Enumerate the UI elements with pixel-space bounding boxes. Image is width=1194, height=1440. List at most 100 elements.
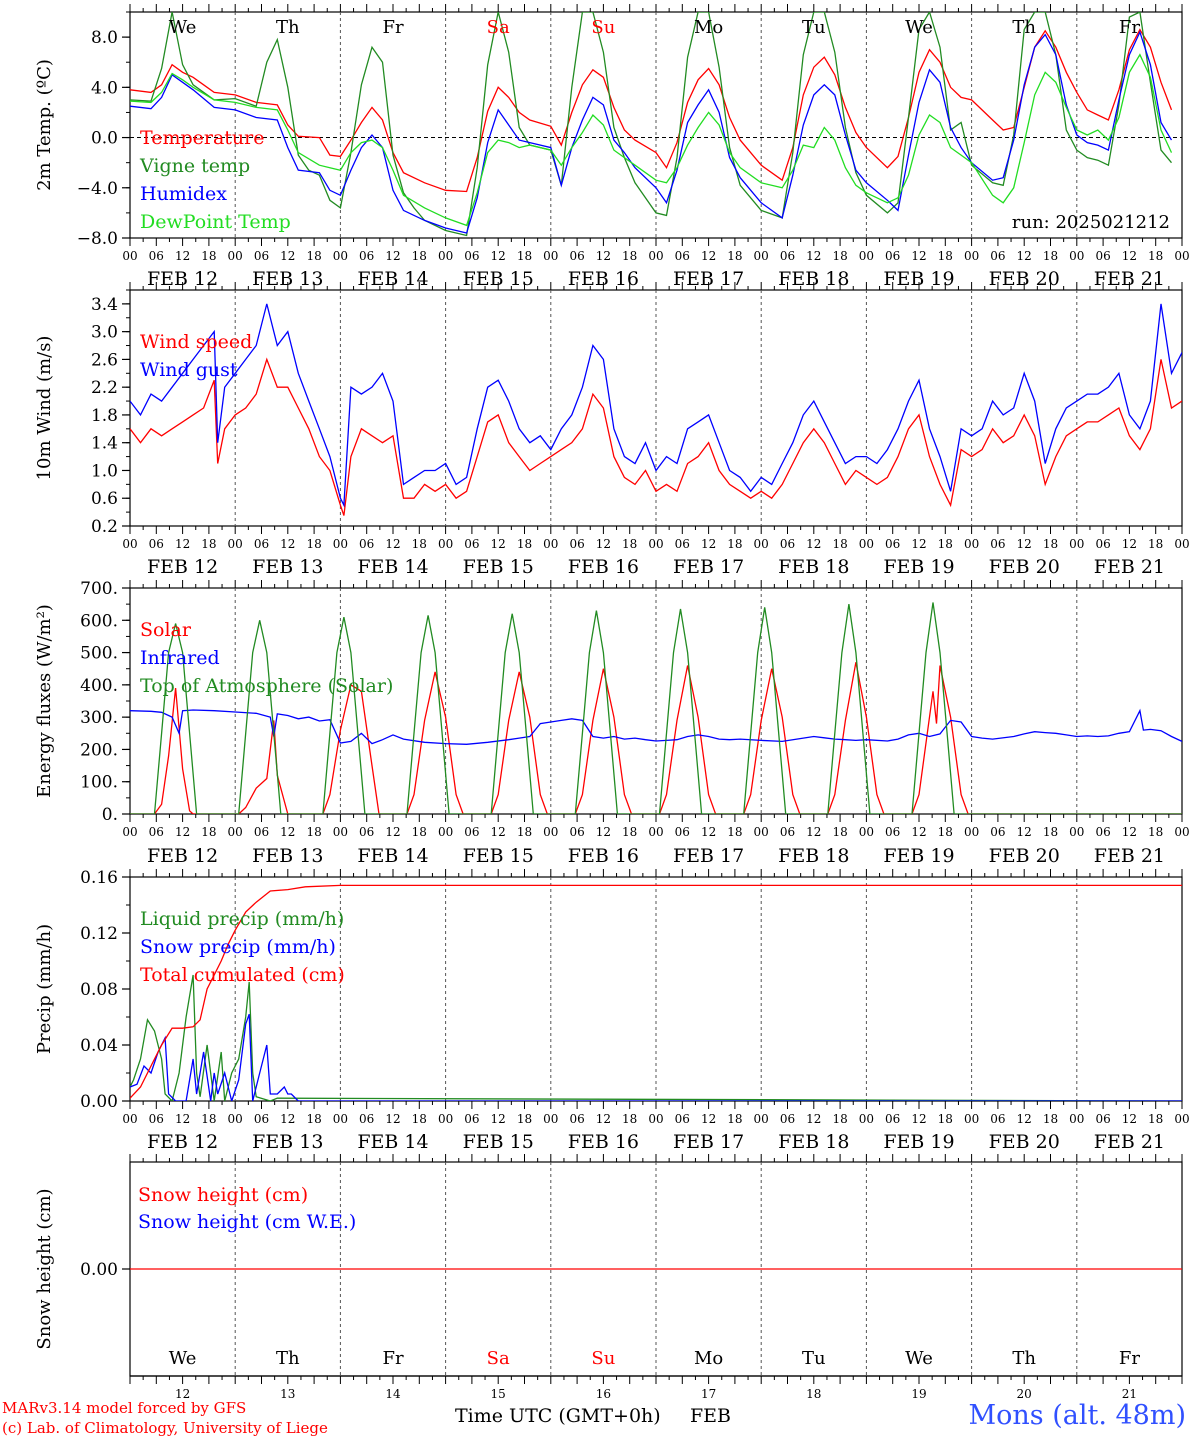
hour-tick-label: 06 [359,825,374,839]
y-tick-label: 0.2 [91,517,118,537]
y-tick-label: 3.4 [91,295,118,315]
date-label: FEB 19 [883,268,954,290]
series-line-liquid-precip-mm-h- [130,974,1182,1101]
day-number-label: 20 [1017,1387,1032,1401]
hour-tick-label: 12 [175,825,190,839]
hour-tick-label: 06 [464,1112,479,1126]
hour-tick-label: 06 [675,249,690,263]
hour-tick-label: 00 [543,1112,558,1126]
series-line-infrared [130,708,1182,745]
date-label: FEB 13 [252,268,323,290]
panel-energy [122,580,1183,822]
hour-tick-label: 12 [491,249,506,263]
hour-tick-label: 00 [1174,249,1189,263]
legend-top-of-atmosphere-solar-: Top of Atmosphere (Solar) [140,675,393,697]
hour-tick-label: 18 [727,537,742,551]
hour-tick-label: 00 [122,249,137,263]
hour-tick-label: 06 [149,1112,164,1126]
hour-tick-label: 18 [412,537,427,551]
hour-tick-label: 12 [596,249,611,263]
hour-tick-label: 12 [806,249,821,263]
date-label: FEB 12 [147,1131,218,1153]
date-label: FEB 18 [778,556,849,578]
hour-tick-label: 00 [859,1112,874,1126]
day-name-label: Mo [694,17,723,38]
y-tick-label: 0.08 [80,980,118,1000]
date-label: FEB 15 [463,845,534,867]
hour-tick-label: 12 [491,825,506,839]
model-credit-line1: MARv3.14 model forced by GFS [2,1399,247,1417]
hour-tick-label: 00 [754,1112,769,1126]
hour-tick-label: 12 [280,825,295,839]
hour-tick-label: 18 [201,537,216,551]
day-name-label: We [169,17,197,38]
hour-tick-label: 12 [806,825,821,839]
station-label: Mons (alt. 48m) [968,1400,1186,1431]
hour-tick-label: 06 [569,825,584,839]
day-name-label: Th [276,1348,300,1369]
date-label: FEB 20 [989,845,1060,867]
hour-tick-label: 00 [438,537,453,551]
hour-tick-label: 18 [938,537,953,551]
date-label: FEB 21 [1094,845,1165,867]
y-tick-label: 2.2 [91,378,118,398]
y-tick-label: 0. [102,805,118,825]
legend-snow-height-cm-: Snow height (cm) [138,1184,308,1206]
date-label: FEB 18 [778,845,849,867]
legend-total-cumulated-cm-: Total cumulated (cm) [140,964,345,986]
xaxis-month: FEB [690,1405,732,1427]
y-tick-label: 500. [80,644,118,664]
hour-tick-label: 06 [1095,825,1110,839]
date-label: FEB 12 [147,556,218,578]
y-tick-label: 200. [80,740,118,760]
hour-tick-label: 00 [543,825,558,839]
hour-tick-label: 12 [1122,249,1137,263]
date-label: FEB 17 [673,268,744,290]
hour-tick-label: 00 [228,537,243,551]
hour-tick-label: 00 [1174,1112,1189,1126]
model-credit-line2: (c) Lab. of Climatology, University of L… [2,1419,328,1437]
hour-tick-label: 12 [1122,1112,1137,1126]
date-label: FEB 16 [568,1131,639,1153]
y-tick-label: 1.4 [91,434,118,454]
hour-tick-label: 18 [938,825,953,839]
legend-humidex: Humidex [140,183,227,205]
date-label: FEB 19 [883,845,954,867]
date-label: FEB 13 [252,556,323,578]
y-tick-label: 600. [80,611,118,631]
hour-tick-label: 12 [701,825,716,839]
y-axis-label: Precip (mm/h) [34,924,55,1054]
hour-tick-label: 18 [1148,249,1163,263]
legend-dewpoint-temp: DewPoint Temp [140,211,291,233]
hour-tick-label: 12 [1122,537,1137,551]
hour-tick-label: 00 [438,825,453,839]
hour-tick-label: 18 [832,249,847,263]
hour-tick-label: 06 [1095,249,1110,263]
hour-tick-label: 18 [622,249,637,263]
y-axis-label: Energy fluxes (W/m²) [34,604,55,798]
y-tick-label: 8.0 [91,28,118,48]
hour-tick-label: 00 [438,1112,453,1126]
hour-tick-label: 06 [675,825,690,839]
hour-tick-label: 00 [228,1112,243,1126]
hour-tick-label: 00 [122,537,137,551]
hour-tick-label: 18 [727,249,742,263]
hour-tick-label: 00 [754,249,769,263]
hour-tick-label: 00 [1069,825,1084,839]
hour-tick-label: 18 [517,249,532,263]
hour-tick-label: 00 [648,537,663,551]
series-line-top-of-atmosphere-solar- [130,602,1182,814]
date-label: FEB 16 [568,556,639,578]
hour-tick-label: 12 [596,537,611,551]
hour-tick-label: 00 [438,249,453,263]
hour-tick-label: 06 [254,249,269,263]
date-label: FEB 12 [147,845,218,867]
hour-tick-label: 06 [990,1112,1005,1126]
day-name-label: Tu [802,17,826,38]
hour-tick-label: 12 [911,825,926,839]
hour-tick-label: 18 [1148,537,1163,551]
hour-tick-label: 18 [201,1112,216,1126]
day-name-label: Mo [694,1348,723,1369]
hour-tick-label: 18 [832,537,847,551]
hour-tick-label: 18 [622,825,637,839]
